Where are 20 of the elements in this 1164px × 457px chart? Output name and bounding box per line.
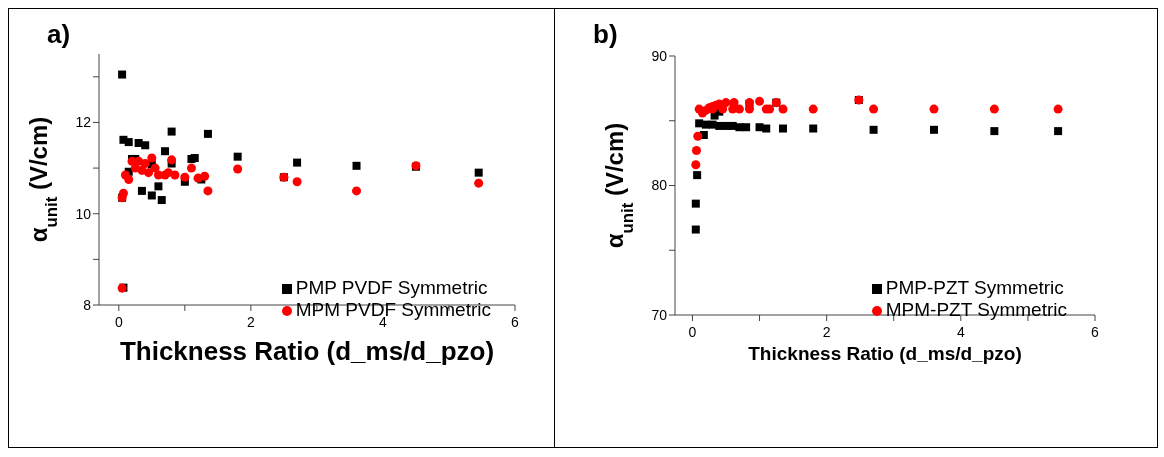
legend-label: PMP PVDF Symmetric — [295, 277, 488, 298]
y-tick-label: 90 — [651, 47, 668, 64]
x-tick-label: 0 — [114, 314, 123, 330]
legend-label: MPM-PZT Symmetric — [885, 299, 1067, 320]
x-tick-label: 4 — [956, 324, 965, 340]
y-tick-label: 12 — [75, 114, 92, 131]
text: b) — [593, 19, 618, 50]
text: a) — [47, 19, 71, 50]
x-tick-label: 0 — [688, 324, 697, 340]
y-tick-label: 80 — [651, 177, 668, 194]
x-tick-label: 2 — [822, 324, 831, 340]
y-tick-label: 10 — [75, 205, 92, 222]
x-tick-label: 6 — [1091, 324, 1100, 340]
x-tick-label: 2 — [246, 314, 255, 330]
x-tick-label: 6 — [511, 314, 520, 330]
x-axis-title: Thickness Ratio (d_ms/d_pzo) — [119, 336, 495, 366]
y-tick-label: 70 — [651, 306, 668, 323]
legend-label: PMP-PZT Symmetric — [885, 277, 1064, 298]
x-axis-title: Thickness Ratio (d_ms/d_pzo) — [748, 343, 1022, 364]
y-tick-label: 8 — [83, 296, 92, 313]
